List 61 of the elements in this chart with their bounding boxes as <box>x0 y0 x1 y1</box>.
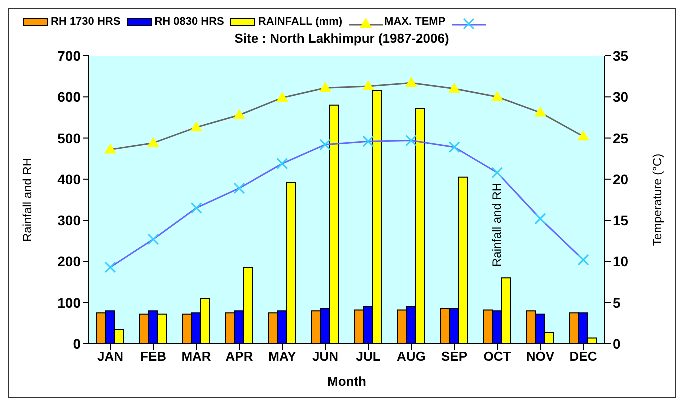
y2-tick-label: 10 <box>613 254 629 270</box>
point <box>104 262 116 274</box>
x-tick-label: OCT <box>484 349 512 364</box>
x-tick-label: JAN <box>97 349 124 364</box>
y-tick-label: 500 <box>58 130 82 146</box>
y-tick-label: 400 <box>58 171 82 188</box>
annotation: Rainfall and RH <box>490 182 504 267</box>
y2-tick-label: 25 <box>613 130 629 146</box>
y2-tick-label: 35 <box>613 48 629 64</box>
legend-label: RAINFALL (mm) <box>258 16 343 28</box>
point <box>492 167 504 179</box>
point <box>190 122 202 132</box>
x-axis-title: Month <box>328 374 367 389</box>
point <box>534 106 546 117</box>
legend-label: RH 1730 HRS <box>51 16 121 28</box>
point <box>276 92 288 102</box>
y-tick-label: 200 <box>58 254 82 270</box>
x-tick-label: MAR <box>182 349 212 364</box>
point <box>234 182 246 194</box>
point <box>578 254 590 266</box>
point <box>578 130 590 141</box>
x-tick-label: FEB <box>140 349 166 364</box>
point <box>362 80 374 90</box>
x-tick-label: JUL <box>356 349 381 364</box>
y2-tick-label: 5 <box>613 294 621 311</box>
x-tick-label: JUN <box>312 349 339 364</box>
y-tick-label: 700 <box>58 48 82 64</box>
point <box>320 82 332 92</box>
y-tick-label: 100 <box>58 294 82 311</box>
point <box>276 158 288 170</box>
point <box>406 77 418 88</box>
point <box>362 136 374 148</box>
point <box>104 144 116 154</box>
point <box>448 142 460 154</box>
point <box>234 109 246 120</box>
y2-tick-label: 30 <box>613 89 629 106</box>
point <box>190 202 202 214</box>
point <box>492 91 504 102</box>
x-tick-label: DEC <box>570 349 598 364</box>
point <box>406 135 418 147</box>
x-tick-label: APR <box>226 349 254 364</box>
y-tick-label: 600 <box>58 89 82 106</box>
legend-label: MAX. TEMP <box>384 16 446 28</box>
y2-axis-title: Temperature (°C) <box>650 154 664 246</box>
point <box>320 139 332 151</box>
y-tick-label: 300 <box>58 212 82 229</box>
x-tick-label: MAY <box>268 349 297 364</box>
point <box>148 234 160 246</box>
point <box>148 137 160 148</box>
chart-title: Site : North Lakhimpur (1987-2006) <box>234 31 450 46</box>
y-axis-title: Rainfall and RH <box>20 158 34 242</box>
y2-tick-label: 20 <box>613 171 629 188</box>
point <box>448 82 460 93</box>
y2-tick-label: 0 <box>613 336 621 352</box>
legend-label: RH 0830 HRS <box>154 16 224 28</box>
x-tick-label: AUG <box>397 349 426 364</box>
point <box>534 213 546 225</box>
y2-tick-label: 15 <box>613 212 629 229</box>
x-tick-label: SEP <box>441 349 468 364</box>
x-tick-label: NOV <box>526 349 555 364</box>
y-tick-label: 0 <box>73 336 82 352</box>
